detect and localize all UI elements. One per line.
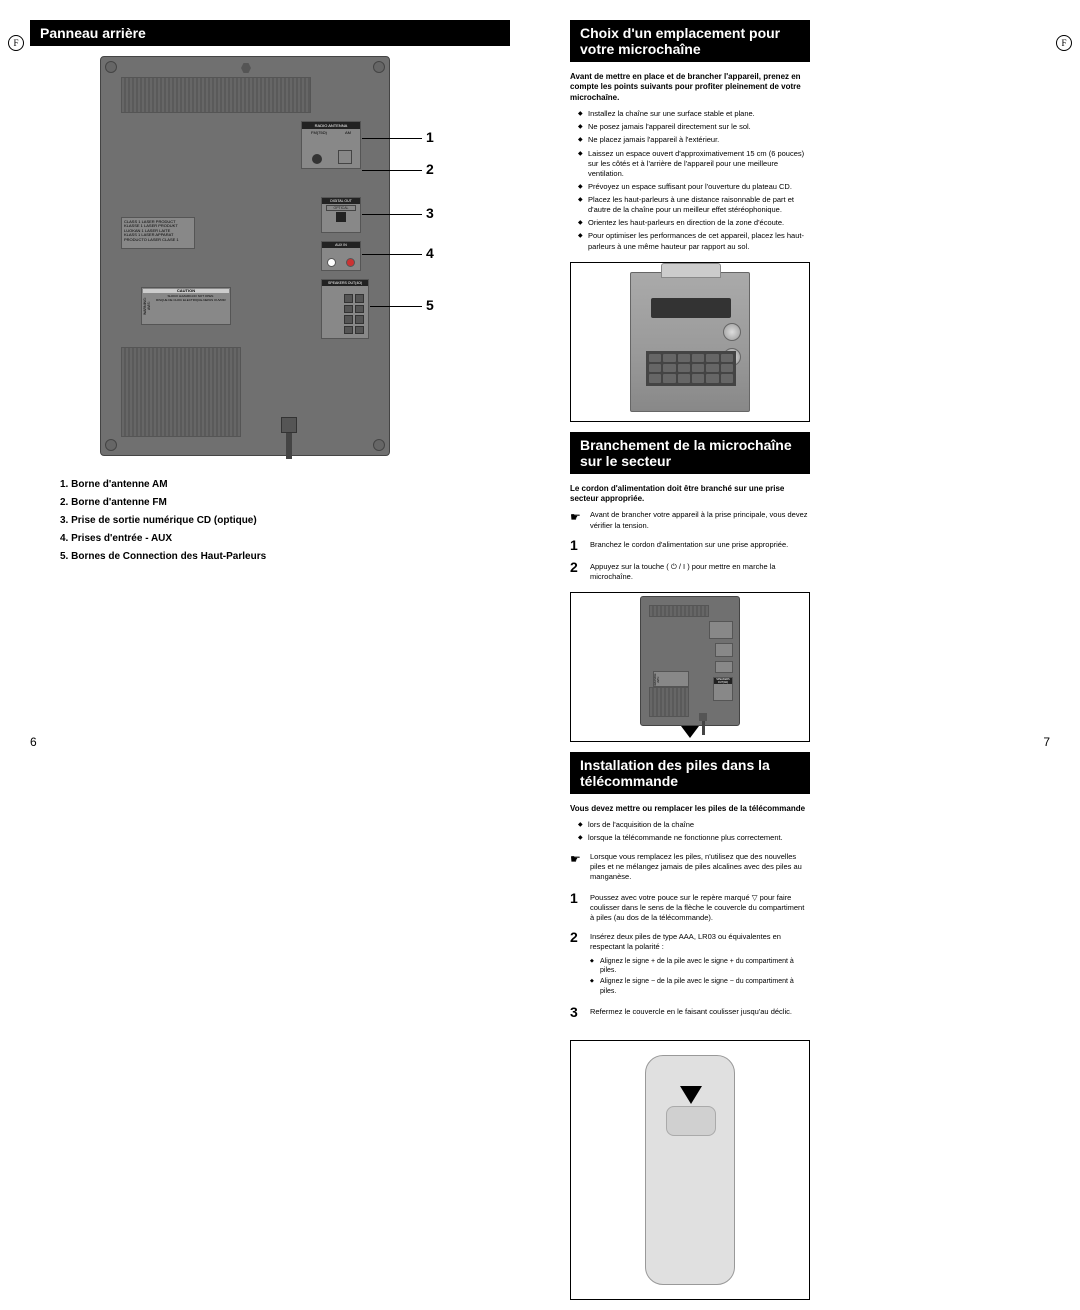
batteries-note: Lorsque vous remplacez les piles, n'util…	[570, 852, 810, 882]
callout-3: 3	[426, 205, 434, 221]
step-text: Insérez deux piles de type AAA, LR03 ou …	[590, 929, 810, 998]
page-number: 7	[1043, 735, 1050, 749]
step-number: 1	[570, 537, 582, 553]
batteries-intro: Vous devez mettre ou remplacer les piles…	[570, 804, 810, 814]
step-text: Appuyez sur la touche ( ⏻ / I ) pour met…	[590, 559, 810, 582]
step-number: 1	[570, 890, 582, 923]
batteries-intro-bullets: lors de l'acquisition de la chaîne lorsq…	[578, 820, 810, 843]
callout-2: 2	[426, 161, 434, 177]
legend-item: 1. Borne d'antenne AM	[60, 476, 510, 494]
bullet-item: Pour optimiser les performances de cet a…	[578, 231, 810, 251]
step-row: 1 Branchez le cordon d'alimentation sur …	[570, 537, 810, 553]
column-placement-power: Choix d'un emplacement pour votre microc…	[570, 20, 810, 752]
remote-back-image	[570, 1040, 810, 1300]
callout-1: 1	[426, 129, 434, 145]
bullet-item: Placez les haut-parleurs à une distance …	[578, 195, 810, 215]
step-text: Poussez avec votre pouce sur le repère m…	[590, 890, 810, 923]
batteries-title: Installation des piles dans la télécomma…	[570, 752, 810, 794]
power-note: Avant de brancher votre appareil à la pr…	[570, 510, 810, 530]
step-number: 2	[570, 929, 582, 998]
rear-panel-title: Panneau arrière	[30, 20, 510, 46]
legend-item: 2. Borne d'antenne FM	[60, 494, 510, 512]
page-number: 6	[30, 735, 37, 749]
device-front-image	[570, 262, 810, 422]
rear-panel-legend: 1. Borne d'antenne AM 2. Borne d'antenne…	[60, 476, 510, 566]
legend-item: 5. Bornes de Connection des Haut-Parleur…	[60, 548, 510, 566]
column-batteries: Installation des piles dans la télécomma…	[570, 752, 810, 1310]
placement-title: Choix d'un emplacement pour votre microc…	[570, 20, 810, 62]
power-title: Branchement de la microchaîne sur le sec…	[570, 432, 810, 474]
step-row: 3 Refermez le couvercle en le faisant co…	[570, 1004, 810, 1020]
language-indicator: F	[8, 35, 24, 51]
sub-bullet: Alignez le signe − de la pile avec le si…	[590, 977, 810, 996]
language-indicator: F	[1056, 35, 1072, 51]
callout-5: 5	[426, 297, 434, 313]
bullet-item: Laissez un espace ouvert d'approximative…	[578, 149, 810, 179]
placement-intro: Avant de mettre en place et de brancher …	[570, 72, 810, 103]
step-text: Branchez le cordon d'alimentation sur un…	[590, 537, 788, 553]
sub-bullet: Alignez le signe + de la pile avec le si…	[590, 957, 810, 976]
page-left: F Panneau arrière RADIO ANTENNA FM(75Ω)A…	[0, 0, 540, 759]
rear-panel-illustration: RADIO ANTENNA FM(75Ω)AM CLASS 1 LASER PR…	[100, 56, 440, 456]
step-row: 2 Appuyez sur la touche ( ⏻ / I ) pour m…	[570, 559, 810, 582]
placement-bullets: Installez la chaîne sur une surface stab…	[578, 109, 810, 252]
page-right: F Choix d'un emplacement pour votre micr…	[540, 0, 1080, 759]
legend-item: 3. Prise de sortie numérique CD (optique…	[60, 512, 510, 530]
step-number: 2	[570, 559, 582, 582]
power-intro: Le cordon d'alimentation doit être branc…	[570, 484, 810, 505]
bullet-item: lors de l'acquisition de la chaîne	[578, 820, 810, 830]
device-rear-image: SPEAKERS OUT(4Ω) WARNING:AVIS:	[570, 592, 810, 742]
step-text: Refermez le couvercle en le faisant coul…	[590, 1004, 792, 1020]
step-number: 3	[570, 1004, 582, 1020]
callout-4: 4	[426, 245, 434, 261]
bullet-item: Orientez les haut-parleurs en direction …	[578, 218, 810, 228]
bullet-item: Installez la chaîne sur une surface stab…	[578, 109, 810, 119]
legend-item: 4. Prises d'entrée - AUX	[60, 530, 510, 548]
bullet-item: Ne placez jamais l'appareil à l'extérieu…	[578, 135, 810, 145]
bullet-item: lorsque la télécommande ne fonctionne pl…	[578, 833, 810, 843]
bullet-item: Ne posez jamais l'appareil directement s…	[578, 122, 810, 132]
step-row: 1 Poussez avec votre pouce sur le repère…	[570, 890, 810, 923]
step-row: 2 Insérez deux piles de type AAA, LR03 o…	[570, 929, 810, 998]
bullet-item: Prévoyez un espace suffisant pour l'ouve…	[578, 182, 810, 192]
